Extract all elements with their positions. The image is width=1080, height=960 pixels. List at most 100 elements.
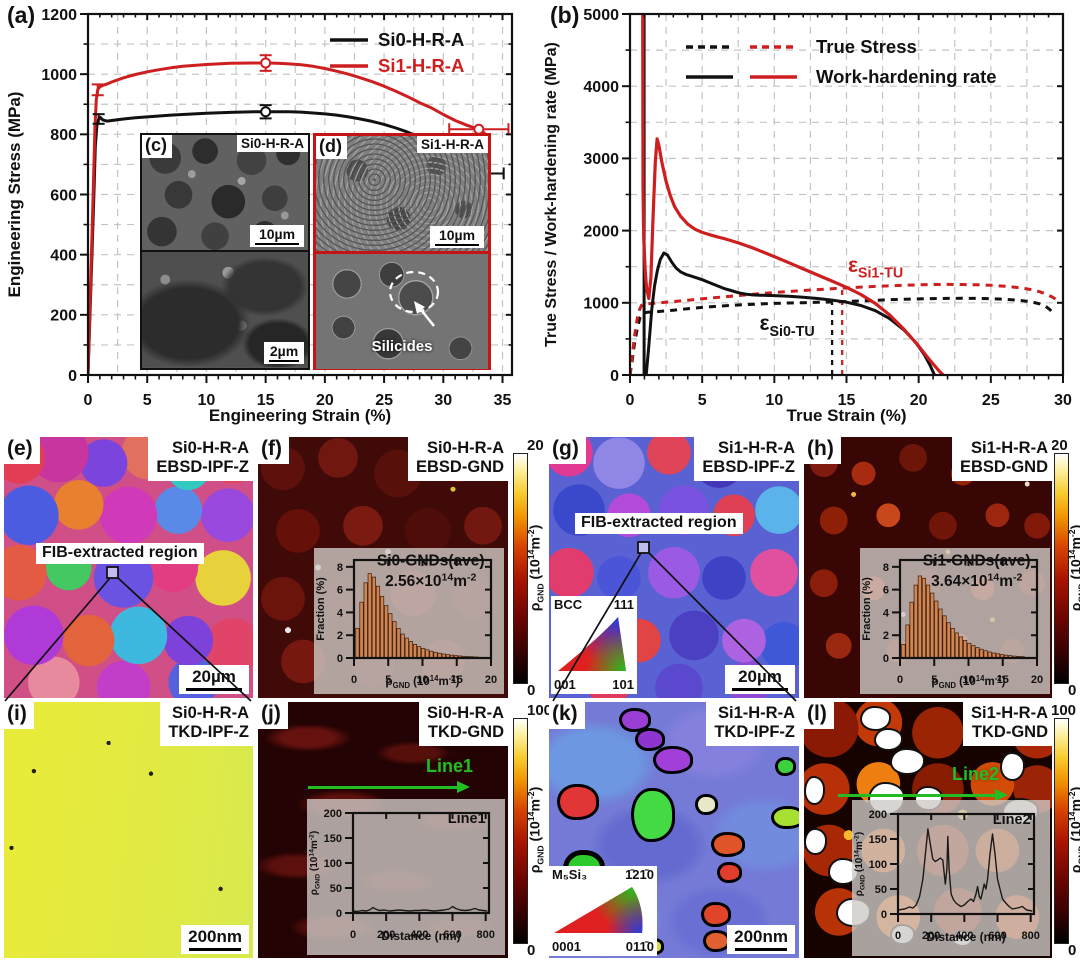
inset-sem-si1: (d) Si1-H-R-A 10µm Silicides [313,133,491,370]
precipitate-blob [1000,752,1025,781]
gnd-histogram-inset-si0: 0 5 10 15 20 0 2 4 6 8 ρGND (1014m-2) Fraction (%) S… [314,548,504,694]
precipitate-blob [874,728,903,751]
svg-text:8: 8 [337,562,343,574]
colorbar-label: ρGND (1014m-2) [526,524,546,611]
svg-text:2000: 2000 [583,223,619,240]
scalebar-20um: 20µm [725,664,795,694]
sample-name: Si1-H-R-A [971,704,1048,722]
scalebar-200nm: 200nm [727,924,795,954]
scalebar-10um: 10µm [430,225,484,248]
panel-i-tkd-ipf-si0: (i) Si0-H-R-A TKD-IPF-Z 200nm [4,702,253,958]
svg-text:100: 100 [869,859,887,871]
colorbar-gradient [1054,718,1069,944]
svg-text:Engineering Strain (%): Engineering Strain (%) [209,406,391,425]
svg-text:ρGND (1014m-2): ρGND (1014m-2) [853,832,866,896]
precipitate-blob [804,776,825,805]
panel-l-tkd-gnd-si1: (l) Si1-H-R-A TKD-GND Line2 0 200 400 600 80… [804,702,1052,958]
precipitate-blob [711,832,745,857]
technique-name: TKD-IPF-Z [714,723,795,742]
panel-k-tkd-ipf-si1: (k) Si1-H-R-A TKD-IPF-Z M₅Si₃ 1̄21̄0 [549,702,799,958]
ipf-corner-0110: 011̄0 [625,938,654,954]
ipf-corner-1210: 1̄21̄0 [625,867,654,883]
sample-name: Si0-H-R-A [427,439,504,457]
svg-text:0: 0 [84,392,93,409]
sample-name: Si1-H-R-A [718,439,795,457]
svg-text:25: 25 [982,392,1000,409]
svg-text:15: 15 [838,392,856,409]
svg-text:ρGND (1014m-2): ρGND (1014m-2) [308,831,321,895]
colorbar-max: 20 [1051,437,1068,454]
svg-text:5: 5 [143,392,152,409]
svg-text:0: 0 [626,392,635,409]
line1-profile-inset: 0 200 400 600 800 0 50 100 150 200 Distance (nm) ρG… [307,799,505,955]
svg-text:10: 10 [962,674,974,686]
sem-image-si0-high-mag: 2µm [142,250,308,367]
svg-text:10: 10 [765,392,783,409]
panel-letter-a: (a) [4,2,39,29]
colorbar-min: 0 [1068,942,1077,959]
scalebar-10um: 10µm [250,224,304,247]
ipf-triangle-bcc [558,616,626,671]
scalebar-line [186,687,242,691]
svg-text:1000: 1000 [41,67,77,84]
svg-text:10: 10 [198,392,216,409]
svg-text:True Stress / Work-hardening r: True Stress / Work-hardening rate (MPa) [543,42,560,347]
colorbar-gnd-20-right: 20 0 ρGND (1014m-2) [1051,437,1080,699]
svg-text:Fraction (%): Fraction (%) [861,577,873,641]
svg-text:5: 5 [385,674,391,686]
svg-text:30: 30 [434,392,452,409]
svg-text:1200: 1200 [41,7,77,24]
panel-letter-e: (e) [4,437,40,464]
svg-text:Fraction (%): Fraction (%) [315,577,327,641]
svg-text:35: 35 [494,392,512,409]
sample-name: Si1-H-R-A [971,439,1048,457]
svg-text:600: 600 [443,929,461,941]
scalebar-label: 10µm [258,225,296,242]
svg-text:200: 200 [377,929,395,941]
precipitate-blob [775,757,796,776]
silicides-label: Silicides [371,338,433,355]
svg-text:800: 800 [1022,930,1040,942]
svg-text:20: 20 [910,392,928,409]
panel-title-j: Si0-H-R-A TKD-GND [419,702,508,746]
colorbar-gradient [513,718,528,944]
scalebar-line [735,947,788,951]
gnd-histogram-inset-si1: 0 5 10 15 20 0 2 4 6 8 ρGND (1014m-2) Fraction (%) S… [860,548,1050,694]
svg-text:ρGND (1014m-2): ρGND (1014m-2) [386,674,460,690]
histogram-si1-gnd: 0 5 10 15 20 0 2 4 6 8 ρGND (1014m-2) Fraction (%) S… [861,553,1043,690]
svg-text:0: 0 [895,930,901,942]
line2-profile-inset: 0 200 400 600 800 0 50 100 150 200 Distance (nm) ρG… [852,800,1050,956]
panel-title-h: Si1-H-R-A EBSD-GND [951,437,1052,481]
scalebar-label: 2µm [269,342,299,359]
precipitate-blob [703,930,730,952]
svg-text:20: 20 [485,674,497,686]
line2-arrow [838,788,1008,801]
svg-text:200: 200 [922,930,940,942]
svg-text:150: 150 [869,834,887,846]
svg-text:4000: 4000 [583,79,619,96]
svg-text:0: 0 [351,674,357,686]
colorbar-max: 100 [1051,702,1077,719]
colorbar-min: 0 [1068,682,1077,699]
technique-name: EBSD-GND [959,458,1048,477]
technique-name: TKD-IPF-Z [168,723,249,742]
svg-text:0: 0 [883,653,889,665]
sem-image-si1-low-mag: (d) Si1-H-R-A 10µm [316,136,488,251]
sample-name: Si1-H-R-A [718,704,795,722]
precipitate-blob [695,794,718,815]
svg-text:True Strain (%): True Strain (%) [787,406,907,425]
svg-text:800: 800 [477,929,495,941]
svg-text:Line1: Line1 [448,811,486,827]
panel-title-k: Si1-H-R-A TKD-IPF-Z [706,702,799,746]
svg-text:50: 50 [330,883,342,895]
svg-text:Si1-GNDs(ave): Si1-GNDs(ave) [923,553,1031,570]
sample-name: Si0-H-R-A [427,704,504,722]
panel-j-tkd-gnd-si0: (j) Si0-H-R-A TKD-GND Line1 0 200 400 600 80… [258,702,508,958]
scalebar-label: 10µm [438,226,476,243]
scalebar-label: 20µm [738,666,782,686]
svg-text:20: 20 [1031,674,1043,686]
svg-text:Distance (nm): Distance (nm) [926,930,1005,944]
svg-text:400: 400 [410,929,428,941]
